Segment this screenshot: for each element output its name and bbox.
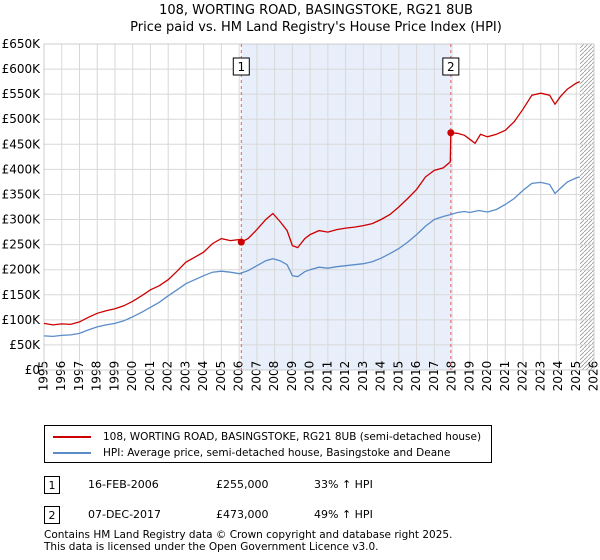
x-tick-label: 2015	[391, 361, 405, 392]
x-tick-label: 2023	[533, 361, 547, 392]
x-tick-label: 2026	[587, 361, 600, 392]
sale-label-box	[442, 57, 460, 76]
x-tick-label: 2016	[409, 361, 423, 392]
x-tick-label: 2001	[143, 361, 157, 392]
y-tick-label: £50K	[9, 338, 41, 352]
sale-row: 1 16-FEB-2006 £255,000 33% ↑ HPI	[44, 476, 444, 496]
sale-point	[237, 238, 245, 246]
y-tick-label: £450K	[2, 137, 42, 151]
y-tick-label: £600K	[2, 62, 42, 76]
x-tick-label: 1997	[72, 361, 86, 392]
x-tick-label: 2021	[498, 361, 512, 392]
x-tick-label: 2010	[303, 361, 317, 392]
x-tick-label: 2025	[569, 361, 583, 392]
y-tick-label: £0	[25, 363, 40, 377]
x-tick-label: 2002	[161, 361, 175, 392]
x-tick-label: 2018	[445, 361, 459, 392]
x-tick-label: 2019	[462, 361, 476, 392]
y-tick-label: £550K	[2, 87, 42, 101]
x-tick-label: 2012	[338, 361, 352, 392]
x-tick-label: 2006	[232, 361, 246, 392]
legend-item-property: 108, WORTING ROAD, BASINGSTOKE, RG21 8UB…	[53, 429, 481, 445]
legend-label-property: 108, WORTING ROAD, BASINGSTOKE, RG21 8UB…	[103, 431, 482, 443]
legend-swatch-hpi	[53, 452, 91, 454]
legend-swatch-property	[53, 436, 91, 438]
x-tick-label: 1998	[90, 361, 104, 392]
sale-hpi-change: 33% ↑ HPI	[314, 478, 373, 491]
chart-subtitle: Price paid vs. HM Land Registry's House …	[130, 20, 502, 35]
footer-copyright: Contains HM Land Registry data © Crown c…	[44, 529, 453, 541]
y-tick-label: £650K	[2, 37, 42, 51]
sale-price: £255,000	[216, 478, 269, 491]
x-tick-label: 2008	[267, 361, 281, 392]
sale-number-badge: 2	[44, 506, 60, 524]
sale-date: 16-FEB-2006	[88, 478, 159, 491]
y-tick-label: £100K	[2, 313, 42, 327]
hpi-line	[43, 176, 580, 338]
x-tick-label: 2024	[551, 361, 565, 392]
x-tick-label: 2004	[196, 361, 210, 392]
x-tick-label: 2005	[214, 361, 228, 392]
x-tick-label: 2009	[285, 361, 299, 392]
property-price-line	[43, 81, 581, 326]
y-tick-label: £300K	[2, 213, 42, 227]
legend: 108, WORTING ROAD, BASINGSTOKE, RG21 8UB…	[44, 425, 492, 463]
x-tick-label: 2003	[178, 361, 192, 392]
sale-price: £473,000	[216, 508, 269, 521]
y-tick-label: £250K	[2, 238, 42, 252]
y-tick-label: £400K	[2, 162, 42, 176]
sale-label-box	[232, 57, 250, 76]
plot-frame	[43, 43, 595, 371]
y-tick-label: £150K	[2, 288, 42, 302]
x-tick-label: 2000	[125, 361, 139, 392]
footer: Contains HM Land Registry data © Crown c…	[44, 529, 452, 553]
sale-row: 2 07-DEC-2017 £473,000 49% ↑ HPI	[44, 506, 444, 526]
x-tick-label: 1999	[107, 361, 121, 392]
sale-label: 1	[237, 60, 245, 74]
x-tick-label: 1996	[54, 361, 68, 392]
x-tick-label: 2017	[427, 361, 441, 392]
footer-licence: This data is licensed under the Open Gov…	[44, 541, 379, 553]
x-tick-label: 2013	[356, 361, 370, 392]
sale-date: 07-DEC-2017	[88, 508, 162, 521]
legend-item-hpi: HPI: Average price, semi-detached house,…	[53, 445, 450, 461]
y-tick-label: £500K	[2, 112, 42, 126]
hatched-region	[579, 44, 594, 370]
sale-point	[447, 129, 455, 137]
y-tick-label: £350K	[2, 187, 42, 201]
x-tick-label: 2022	[516, 361, 530, 392]
legend-label-hpi: HPI: Average price, semi-detached house,…	[103, 447, 451, 459]
x-tick-label: 2014	[374, 361, 388, 392]
x-tick-label: 2020	[480, 361, 494, 392]
sale-number-badge: 1	[44, 476, 60, 494]
y-tick-label: £200K	[2, 263, 42, 277]
sale-label: 2	[447, 60, 455, 74]
price-chart: 108, WORTING ROAD, BASINGSTOKE, RG21 8UB…	[2, 3, 600, 392]
chart-title: 108, WORTING ROAD, BASINGSTOKE, RG21 8UB	[159, 3, 473, 18]
x-tick-label: 1995	[37, 361, 51, 392]
sale-hpi-change: 49% ↑ HPI	[314, 508, 373, 521]
x-tick-label: 2011	[320, 361, 334, 392]
x-tick-label: 2007	[249, 361, 263, 392]
